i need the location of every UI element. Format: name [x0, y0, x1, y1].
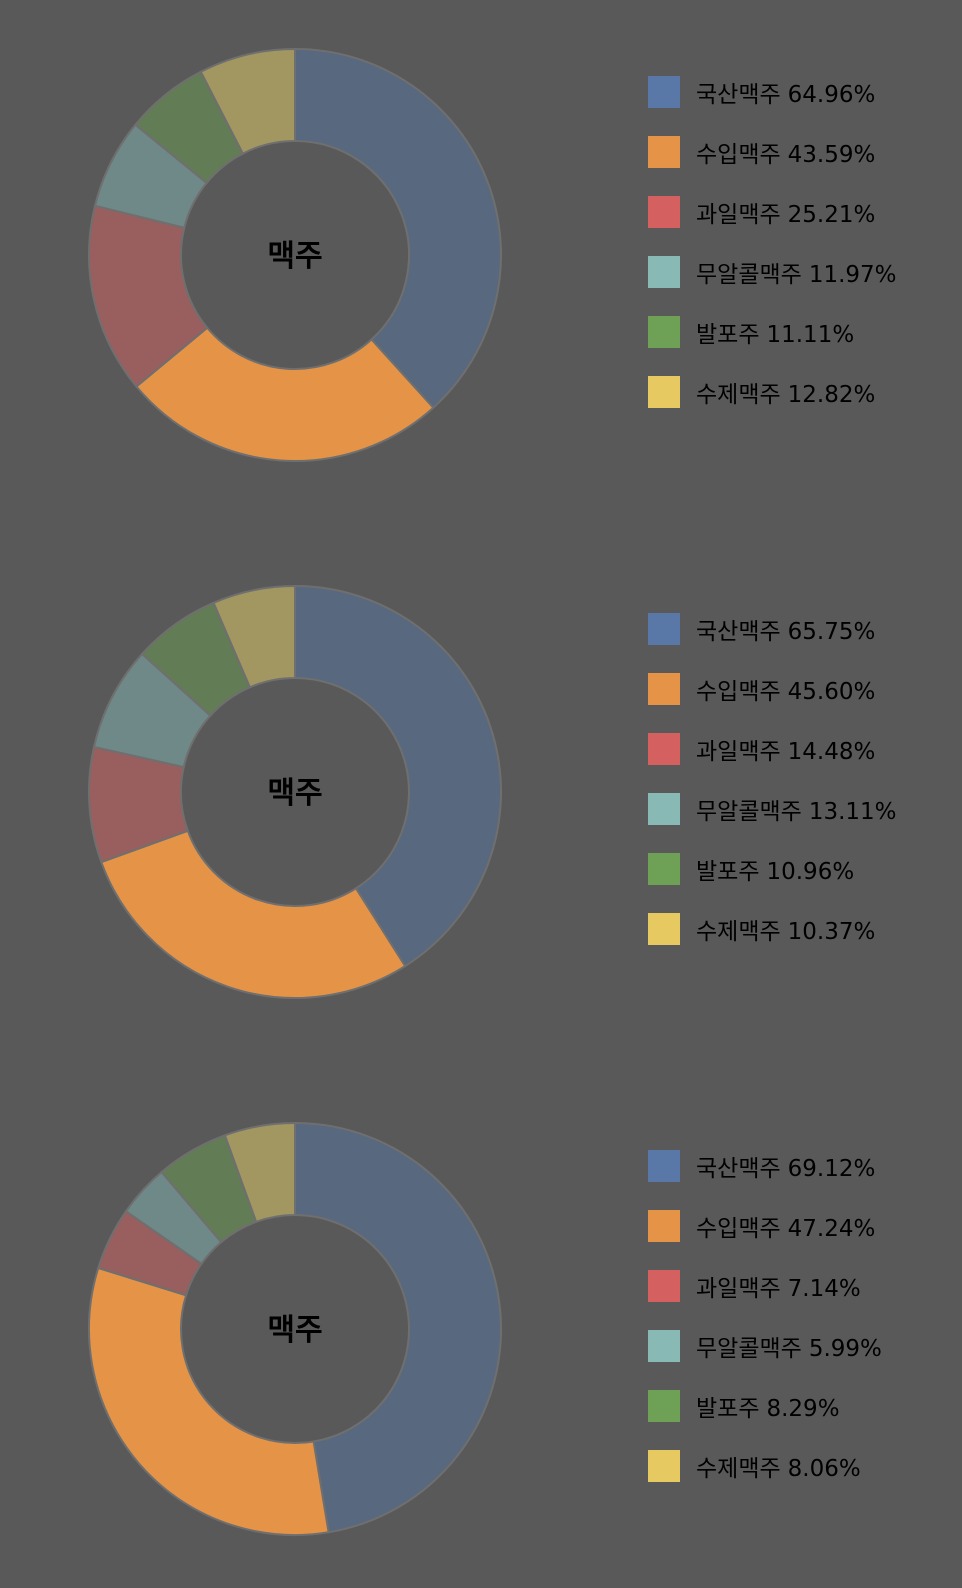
legend-label: 수입맥주: [696, 1216, 781, 1242]
legend-value: 47.24%: [787, 1216, 876, 1242]
donut-center-label: 맥주: [267, 239, 322, 274]
legend-swatch: [648, 1150, 680, 1182]
legend-value: 5.99%: [808, 1336, 882, 1362]
legend-swatch: [648, 793, 680, 825]
legend-value: 8.06%: [787, 1456, 861, 1482]
legend-label: 과일맥주: [696, 1276, 781, 1302]
legend-label: 무알콜맥주: [696, 1336, 802, 1362]
donut-center-label: 맥주: [267, 776, 322, 811]
legend-label: 수입맥주: [696, 142, 781, 168]
legend-swatch: [648, 316, 680, 348]
legend-item[interactable]: 발포주 11.11%: [648, 302, 897, 362]
legend-item[interactable]: 발포주 10.96%: [648, 839, 897, 899]
legend-value: 11.11%: [766, 322, 855, 348]
legend-swatch: [648, 1390, 680, 1422]
legend-item[interactable]: 과일맥주 14.48%: [648, 719, 897, 779]
legend-item[interactable]: 수입맥주 47.24%: [648, 1196, 882, 1256]
legend-label: 무알콜맥주: [696, 262, 802, 288]
legend-item[interactable]: 국산맥주 65.75%: [648, 599, 897, 659]
donut-chart-panel-2: 맥주 국산맥주 65.75% 수입맥주 45.60% 과일맥주 14.48% 무알콜맥…: [0, 537, 962, 1074]
legend-value: 64.96%: [787, 82, 876, 108]
legend-value: 14.48%: [787, 739, 876, 765]
legend-label: 수제맥주: [696, 382, 781, 408]
legend-item[interactable]: 수제맥주 10.37%: [648, 899, 897, 959]
donut-slice-2[interactable]: [135, 326, 435, 462]
legend-label: 수제맥주: [696, 1456, 781, 1482]
donut-center-label: 맥주: [267, 1313, 322, 1348]
legend-swatch: [648, 1450, 680, 1482]
legend-swatch: [648, 256, 680, 288]
donut-slice-1[interactable]: [294, 47, 502, 410]
legend-label: 무알콜맥주: [696, 799, 802, 825]
legend-swatch: [648, 76, 680, 108]
legend-swatch: [648, 196, 680, 228]
legend-value: 13.11%: [808, 799, 897, 825]
legend-value: 7.14%: [787, 1276, 861, 1302]
legend-swatch: [648, 913, 680, 945]
legend-item[interactable]: 국산맥주 64.96%: [648, 62, 897, 122]
legend-swatch: [648, 673, 680, 705]
legend-value: 10.96%: [766, 859, 855, 885]
legend-item[interactable]: 국산맥주 69.12%: [648, 1136, 882, 1196]
legend-label: 발포주: [696, 322, 760, 348]
legend-value: 8.29%: [766, 1396, 840, 1422]
legend-item[interactable]: 무알콜맥주 13.11%: [648, 779, 897, 839]
legend-item[interactable]: 수입맥주 43.59%: [648, 122, 897, 182]
legend-item[interactable]: 수제맥주 12.82%: [648, 362, 897, 422]
legend-item[interactable]: 수입맥주 45.60%: [648, 659, 897, 719]
legend-label: 국산맥주: [696, 619, 781, 645]
donut-slice-2[interactable]: [100, 829, 407, 999]
donut-slice-1[interactable]: [294, 584, 502, 968]
legend-label: 발포주: [696, 859, 760, 885]
legend-value: 45.60%: [787, 679, 876, 705]
legend-label: 국산맥주: [696, 1156, 781, 1182]
donut-slice-6[interactable]: [223, 1121, 296, 1224]
donut-slice-6[interactable]: [199, 47, 296, 155]
legend-label: 발포주: [696, 1396, 760, 1422]
legend-item[interactable]: 과일맥주 7.14%: [648, 1256, 882, 1316]
legend-item[interactable]: 과일맥주 25.21%: [648, 182, 897, 242]
legend-swatch: [648, 136, 680, 168]
legend-item[interactable]: 발포주 8.29%: [648, 1376, 882, 1436]
legend-swatch: [648, 1330, 680, 1362]
legend-label: 과일맥주: [696, 202, 781, 228]
legend-value: 10.37%: [787, 919, 876, 945]
legend-value: 43.59%: [787, 142, 876, 168]
donut-chart-panel-3: 맥주 국산맥주 69.12% 수입맥주 47.24% 과일맥주 7.14% 무알콜맥주…: [0, 1074, 962, 1588]
donut-chart-3: 맥주: [88, 1121, 502, 1536]
legend-1: 국산맥주 64.96% 수입맥주 43.59% 과일맥주 25.21% 무알콜맥주 11…: [648, 62, 897, 422]
legend-3: 국산맥주 69.12% 수입맥주 47.24% 과일맥주 7.14% 무알콜맥주 5.9…: [648, 1136, 882, 1496]
legend-value: 65.75%: [787, 619, 876, 645]
legend-swatch: [648, 613, 680, 645]
legend-value: 69.12%: [787, 1156, 876, 1182]
donut-slice-2[interactable]: [88, 1266, 330, 1536]
legend-label: 수제맥주: [696, 919, 781, 945]
legend-swatch: [648, 376, 680, 408]
legend-swatch: [648, 1270, 680, 1302]
donut-chart-1: 맥주: [88, 47, 502, 462]
legend-swatch: [648, 733, 680, 765]
legend-value: 11.97%: [808, 262, 897, 288]
legend-value: 12.82%: [787, 382, 876, 408]
legend-item[interactable]: 무알콜맥주 11.97%: [648, 242, 897, 302]
legend-item[interactable]: 무알콜맥주 5.99%: [648, 1316, 882, 1376]
donut-slice-1[interactable]: [294, 1121, 502, 1534]
legend-label: 국산맥주: [696, 82, 781, 108]
donut-chart-panel-1: 맥주 국산맥주 64.96% 수입맥주 43.59% 과일맥주 25.21% 무알콜맥…: [0, 0, 962, 537]
legend-label: 수입맥주: [696, 679, 781, 705]
donut-slice-6[interactable]: [212, 584, 296, 689]
legend-swatch: [648, 853, 680, 885]
legend-value: 25.21%: [787, 202, 876, 228]
legend-label: 과일맥주: [696, 739, 781, 765]
legend-swatch: [648, 1210, 680, 1242]
legend-item[interactable]: 수제맥주 8.06%: [648, 1436, 882, 1496]
donut-slice-3[interactable]: [88, 204, 209, 388]
donut-chart-2: 맥주: [88, 584, 502, 999]
legend-2: 국산맥주 65.75% 수입맥주 45.60% 과일맥주 14.48% 무알콜맥주 13…: [648, 599, 897, 959]
